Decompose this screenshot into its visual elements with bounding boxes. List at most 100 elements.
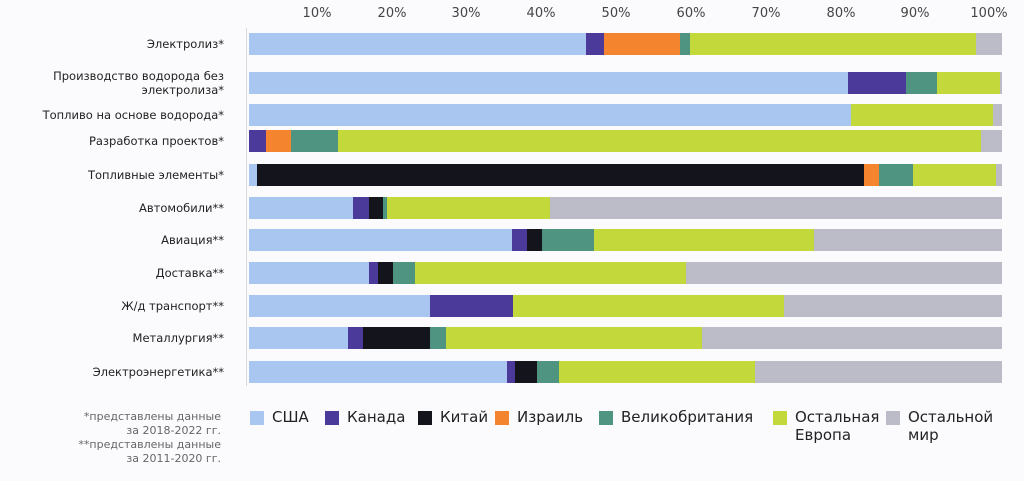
bar-segment xyxy=(337,130,981,152)
bar-row: Производство водорода без электролиза* xyxy=(0,69,1024,97)
legend-item: США xyxy=(250,408,309,426)
legend-item: Остальной мир xyxy=(886,408,1018,444)
bar-segment xyxy=(784,295,1002,317)
bar-segment xyxy=(249,229,512,251)
bar-segment xyxy=(913,164,996,186)
bar-segment xyxy=(266,130,292,152)
x-tick-label: 10% xyxy=(302,6,332,21)
legend-item: Китай xyxy=(418,408,488,426)
bar-row: Ж/д транспорт** xyxy=(0,295,1024,317)
bar-segment xyxy=(386,197,551,219)
stacked-bar xyxy=(249,72,1002,94)
legend-item: Канада xyxy=(325,408,405,426)
legend-label: Остальной мир xyxy=(908,408,994,444)
category-label: Металлургия** xyxy=(132,331,224,345)
bar-segment xyxy=(754,361,1002,383)
bar-segment xyxy=(680,33,691,55)
bar-segment xyxy=(347,327,363,349)
bar-segment xyxy=(291,130,338,152)
bar-segment xyxy=(377,262,393,284)
legend-swatch-icon xyxy=(599,411,613,425)
bar-segment xyxy=(249,104,852,126)
bar-segment xyxy=(980,130,1002,152)
legend-swatch-icon xyxy=(325,411,339,425)
category-label: Топливные элементы* xyxy=(87,168,224,182)
bar-segment xyxy=(352,197,369,219)
bar-segment xyxy=(249,72,848,94)
stacked-bar xyxy=(249,130,1002,152)
bar-segment xyxy=(995,164,1002,186)
x-tick-label: 80% xyxy=(826,6,856,21)
legend-label: США xyxy=(272,408,309,426)
bar-segment xyxy=(430,327,446,349)
bar-segment xyxy=(249,197,353,219)
legend-swatch-icon xyxy=(250,411,264,425)
bar-segment xyxy=(999,72,1002,94)
bar-row: Топливные элементы* xyxy=(0,164,1024,186)
bar-segment xyxy=(851,104,993,126)
bar-segment xyxy=(690,33,977,55)
bar-segment xyxy=(976,33,1002,55)
legend-label: Китай xyxy=(440,408,489,426)
bar-segment xyxy=(392,262,415,284)
bar-segment xyxy=(249,33,587,55)
bar-segment xyxy=(257,164,865,186)
legend-item: Израиль xyxy=(495,408,583,426)
bar-row: Топливо на основе водорода* xyxy=(0,104,1024,126)
category-label: Разработка проектов* xyxy=(88,134,224,148)
x-tick-label: 90% xyxy=(900,6,930,21)
category-label: Доставка** xyxy=(155,266,224,280)
bar-segment xyxy=(937,72,1000,94)
legend-item: Великобритания xyxy=(599,408,753,426)
bar-row: Доставка** xyxy=(0,262,1024,284)
stacked-bar xyxy=(249,262,1002,284)
stacked-bar xyxy=(249,361,1002,383)
legend-label: Остальная Европа xyxy=(795,408,880,444)
stacked-bar xyxy=(249,327,1002,349)
bar-segment xyxy=(550,197,1002,219)
x-tick-label: 40% xyxy=(526,6,556,21)
bar-segment xyxy=(905,72,938,94)
bar-segment xyxy=(249,295,430,317)
bar-segment xyxy=(511,229,527,251)
bar-segment xyxy=(593,229,814,251)
category-label: Автомобили** xyxy=(139,201,224,215)
x-tick-label: 70% xyxy=(751,6,781,21)
category-label: Электролиз* xyxy=(146,37,224,51)
legend-item: Остальная Европа xyxy=(773,408,905,444)
bar-segment xyxy=(445,327,702,349)
bar-segment xyxy=(559,361,755,383)
footnote-line: **представлены данные xyxy=(78,438,221,451)
bar-segment xyxy=(541,229,594,251)
legend-label: Израиль xyxy=(517,408,584,426)
x-axis: 10% 20% 30% 40% 50% 60% 70% 80% 90% 100% xyxy=(0,6,1024,26)
stacked-bar xyxy=(249,295,1002,317)
bar-segment xyxy=(514,361,537,383)
x-tick-label: 20% xyxy=(377,6,407,21)
bar-segment xyxy=(506,361,515,383)
bar-segment xyxy=(813,229,1002,251)
bar-row: Разработка проектов* xyxy=(0,130,1024,152)
legend-swatch-icon xyxy=(773,411,787,425)
bar-segment xyxy=(847,72,906,94)
bar-segment xyxy=(536,361,560,383)
x-tick-label: 50% xyxy=(601,6,631,21)
y-axis-line xyxy=(246,28,247,386)
bar-segment xyxy=(864,164,880,186)
bar-segment xyxy=(249,130,267,152)
legend-label: Великобритания xyxy=(621,408,754,426)
bar-segment xyxy=(249,361,507,383)
legend-swatch-icon xyxy=(886,411,900,425)
bar-segment xyxy=(249,262,370,284)
bar-segment xyxy=(604,33,681,55)
category-label: Ж/д транспорт** xyxy=(121,299,224,313)
legend-label: Канада xyxy=(347,408,406,426)
bar-segment xyxy=(383,197,387,219)
legend-swatch-icon xyxy=(418,411,432,425)
bar-row: Электроэнергетика** xyxy=(0,361,1024,383)
x-tick-label: 60% xyxy=(676,6,706,21)
footnote-line: за 2018-2022 гг. xyxy=(126,424,221,437)
stacked-bar xyxy=(249,197,1002,219)
x-tick-label: 30% xyxy=(451,6,481,21)
bar-segment xyxy=(526,229,542,251)
